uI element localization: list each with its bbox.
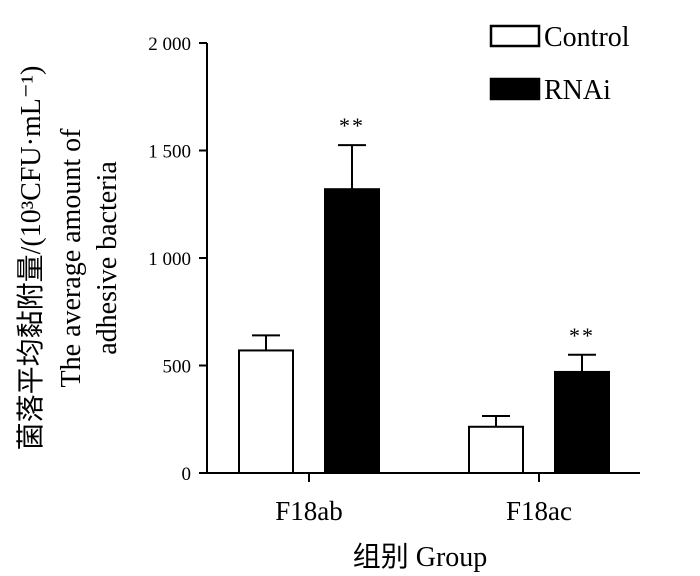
bar-rnai-f18ac xyxy=(554,370,610,475)
legend-swatch-rnai xyxy=(489,77,541,101)
legend: Control RNAi xyxy=(489,22,630,106)
legend-swatch-control xyxy=(489,24,541,48)
x-axis: F18ab F18ac xyxy=(207,472,640,526)
y-axis-title: 菌落平均黏附量/(10³CFU·mL⁻¹) The average amount … xyxy=(15,66,123,451)
y-tick-label: 1 500 xyxy=(148,142,191,163)
y-tick-label: 1 000 xyxy=(148,249,191,270)
y-axis-title-line: adhesive bacteria xyxy=(92,161,123,355)
x-axis-title: 组别 Group xyxy=(353,541,488,573)
legend-label: Control xyxy=(544,22,630,53)
y-tick-label: 500 xyxy=(163,357,192,378)
y-axis-title-line: 菌落平均黏附量/(10³CFU·mL⁻¹) xyxy=(15,66,47,451)
significance-mark: ** xyxy=(339,113,365,138)
y-axis: 0 500 1 000 1 500 2 000 xyxy=(148,34,208,485)
y-tick-label: 0 xyxy=(182,464,192,485)
bar-control-f18ac xyxy=(468,425,524,474)
bars: ** ** xyxy=(238,113,610,475)
y-axis-title-line: The average amount of xyxy=(56,128,87,388)
bar-control-f18ab xyxy=(238,349,294,475)
legend-label: RNAi xyxy=(544,75,611,106)
x-tick-label: F18ac xyxy=(506,496,572,526)
y-tick-label: 2 000 xyxy=(148,34,191,55)
x-tick-label: F18ab xyxy=(275,496,343,526)
significance-mark: ** xyxy=(569,323,595,348)
bar-rnai-f18ab xyxy=(324,188,380,474)
